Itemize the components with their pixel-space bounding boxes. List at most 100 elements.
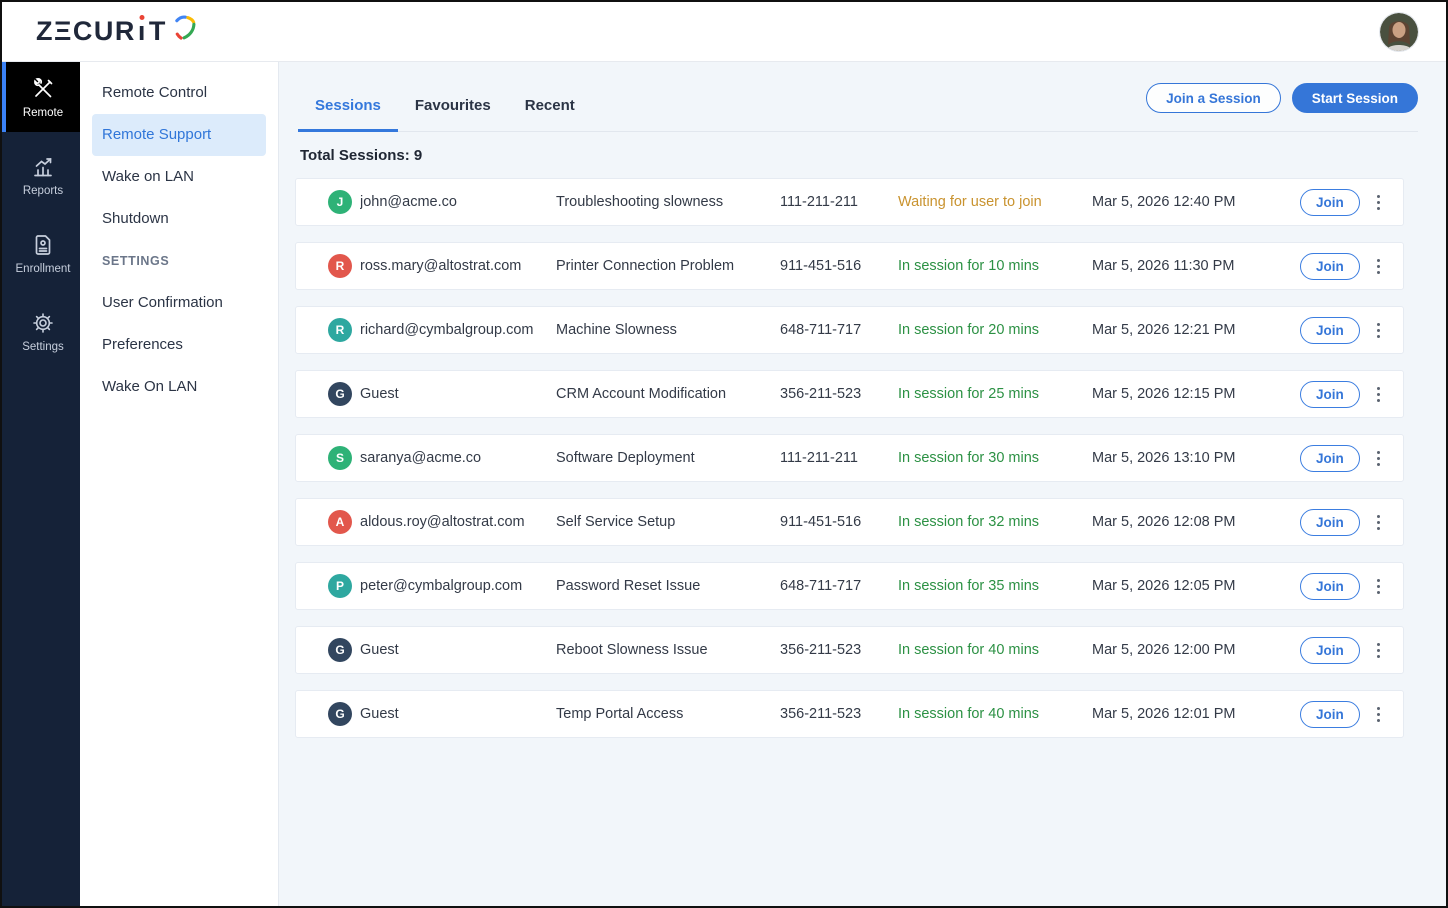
join-a-session-button[interactable]: Join a Session <box>1146 83 1281 113</box>
session-id: 356-211-523 <box>780 386 898 402</box>
session-status: In session for 40 mins <box>898 642 1092 658</box>
session-row: J john@acme.co Troubleshooting slowness … <box>295 178 1404 226</box>
sidebar-item-wake-on-lan[interactable]: Wake on LAN <box>80 156 278 198</box>
tools-icon <box>31 77 55 101</box>
session-user-cell: G Guest <box>328 702 556 726</box>
session-user-email: Guest <box>360 642 399 658</box>
session-datetime: Mar 5, 2026 12:00 PM <box>1092 642 1300 658</box>
sidebar-item-preferences[interactable]: Preferences <box>80 324 278 366</box>
session-user-cell: A aldous.roy@altostrat.com <box>328 510 556 534</box>
sidebar-item-wake-on-lan-2[interactable]: Wake On LAN <box>80 366 278 408</box>
rail-item-remote[interactable]: Remote <box>2 62 80 132</box>
session-user-email: peter@cymbalgroup.com <box>360 578 522 594</box>
kebab-menu-icon[interactable] <box>1366 318 1390 342</box>
logo-text-left: ZΞCUR <box>36 18 136 45</box>
session-row: G Guest CRM Account Modification 356-211… <box>295 370 1404 418</box>
session-topic: Troubleshooting slowness <box>556 194 780 210</box>
session-topic: Password Reset Issue <box>556 578 780 594</box>
logo-letter-t: T <box>149 18 167 45</box>
session-datetime: Mar 5, 2026 11:30 PM <box>1092 258 1300 274</box>
join-button[interactable]: Join <box>1300 317 1360 344</box>
join-button[interactable]: Join <box>1300 637 1360 664</box>
session-status: In session for 40 mins <box>898 706 1092 722</box>
kebab-menu-icon[interactable] <box>1366 446 1390 470</box>
enrollment-doc-icon <box>31 233 55 257</box>
session-topic: Self Service Setup <box>556 514 780 530</box>
rail-label: Reports <box>23 185 63 197</box>
row-avatar: G <box>328 638 352 662</box>
icon-rail: Remote Reports Enrollment Settings <box>2 62 80 906</box>
sidebar-section-settings: SETTINGS <box>80 240 278 282</box>
start-session-button[interactable]: Start Session <box>1292 83 1418 113</box>
tab-recent[interactable]: Recent <box>508 71 592 132</box>
join-button[interactable]: Join <box>1300 701 1360 728</box>
sidebar: Remote Control Remote Support Wake on LA… <box>80 62 279 906</box>
session-status: In session for 35 mins <box>898 578 1092 594</box>
kebab-menu-icon[interactable] <box>1366 254 1390 278</box>
row-avatar: P <box>328 574 352 598</box>
row-avatar: A <box>328 510 352 534</box>
sidebar-item-user-confirmation[interactable]: User Confirmation <box>80 282 278 324</box>
join-button[interactable]: Join <box>1300 573 1360 600</box>
sidebar-item-shutdown[interactable]: Shutdown <box>80 198 278 240</box>
session-row: G Guest Temp Portal Access 356-211-523 I… <box>295 690 1404 738</box>
session-id: 356-211-523 <box>780 706 898 722</box>
kebab-menu-icon[interactable] <box>1366 382 1390 406</box>
session-user-email: Guest <box>360 706 399 722</box>
tab-favourites[interactable]: Favourites <box>398 71 508 132</box>
join-button[interactable]: Join <box>1300 189 1360 216</box>
session-user-cell: G Guest <box>328 382 556 406</box>
session-datetime: Mar 5, 2026 12:40 PM <box>1092 194 1300 210</box>
rail-item-reports[interactable]: Reports <box>2 140 80 210</box>
session-status: In session for 20 mins <box>898 322 1092 338</box>
session-row: A aldous.roy@altostrat.com Self Service … <box>295 498 1404 546</box>
session-row: R richard@cymbalgroup.com Machine Slowne… <box>295 306 1404 354</box>
rail-item-enrollment[interactable]: Enrollment <box>2 218 80 288</box>
session-user-email: Guest <box>360 386 399 402</box>
kebab-menu-icon[interactable] <box>1366 190 1390 214</box>
row-avatar: G <box>328 382 352 406</box>
session-row: G Guest Reboot Slowness Issue 356-211-52… <box>295 626 1404 674</box>
bar-chart-icon <box>31 155 55 179</box>
session-id: 648-711-717 <box>780 322 898 338</box>
session-topic: Temp Portal Access <box>556 706 780 722</box>
session-id: 356-211-523 <box>780 642 898 658</box>
session-topic: Reboot Slowness Issue <box>556 642 780 658</box>
gear-icon <box>31 311 55 335</box>
topbar: ZΞCURıT <box>2 2 1446 62</box>
row-avatar: R <box>328 318 352 342</box>
sidebar-item-remote-control[interactable]: Remote Control <box>80 72 278 114</box>
session-user-email: john@acme.co <box>360 194 457 210</box>
kebab-menu-icon[interactable] <box>1366 702 1390 726</box>
session-user-cell: R ross.mary@altostrat.com <box>328 254 556 278</box>
session-topic: CRM Account Modification <box>556 386 780 402</box>
session-user-email: aldous.roy@altostrat.com <box>360 514 525 530</box>
zecurit-logo: ZΞCURıT <box>36 17 196 47</box>
tab-sessions[interactable]: Sessions <box>298 71 398 132</box>
kebab-menu-icon[interactable] <box>1366 510 1390 534</box>
session-id: 111-211-211 <box>780 194 898 210</box>
session-datetime: Mar 5, 2026 12:15 PM <box>1092 386 1300 402</box>
total-sessions-label: Total Sessions: 9 <box>300 147 1446 164</box>
join-button[interactable]: Join <box>1300 381 1360 408</box>
join-button[interactable]: Join <box>1300 253 1360 280</box>
session-row: R ross.mary@altostrat.com Printer Connec… <box>295 242 1404 290</box>
shield-icon <box>171 11 198 43</box>
session-id: 911-451-516 <box>780 258 898 274</box>
session-datetime: Mar 5, 2026 13:10 PM <box>1092 450 1300 466</box>
rail-item-settings[interactable]: Settings <box>2 296 80 366</box>
join-button[interactable]: Join <box>1300 445 1360 472</box>
main-panel: Sessions Favourites Recent Join a Sessio… <box>279 62 1446 906</box>
session-id: 911-451-516 <box>780 514 898 530</box>
session-user-email: ross.mary@altostrat.com <box>360 258 521 274</box>
session-datetime: Mar 5, 2026 12:05 PM <box>1092 578 1300 594</box>
join-button[interactable]: Join <box>1300 509 1360 536</box>
sidebar-item-remote-support[interactable]: Remote Support <box>92 114 266 156</box>
session-topic: Machine Slowness <box>556 322 780 338</box>
main-header: Sessions Favourites Recent Join a Sessio… <box>298 62 1418 132</box>
session-topic: Software Deployment <box>556 450 780 466</box>
kebab-menu-icon[interactable] <box>1366 574 1390 598</box>
session-user-cell: R richard@cymbalgroup.com <box>328 318 556 342</box>
kebab-menu-icon[interactable] <box>1366 638 1390 662</box>
profile-avatar[interactable] <box>1380 13 1418 51</box>
